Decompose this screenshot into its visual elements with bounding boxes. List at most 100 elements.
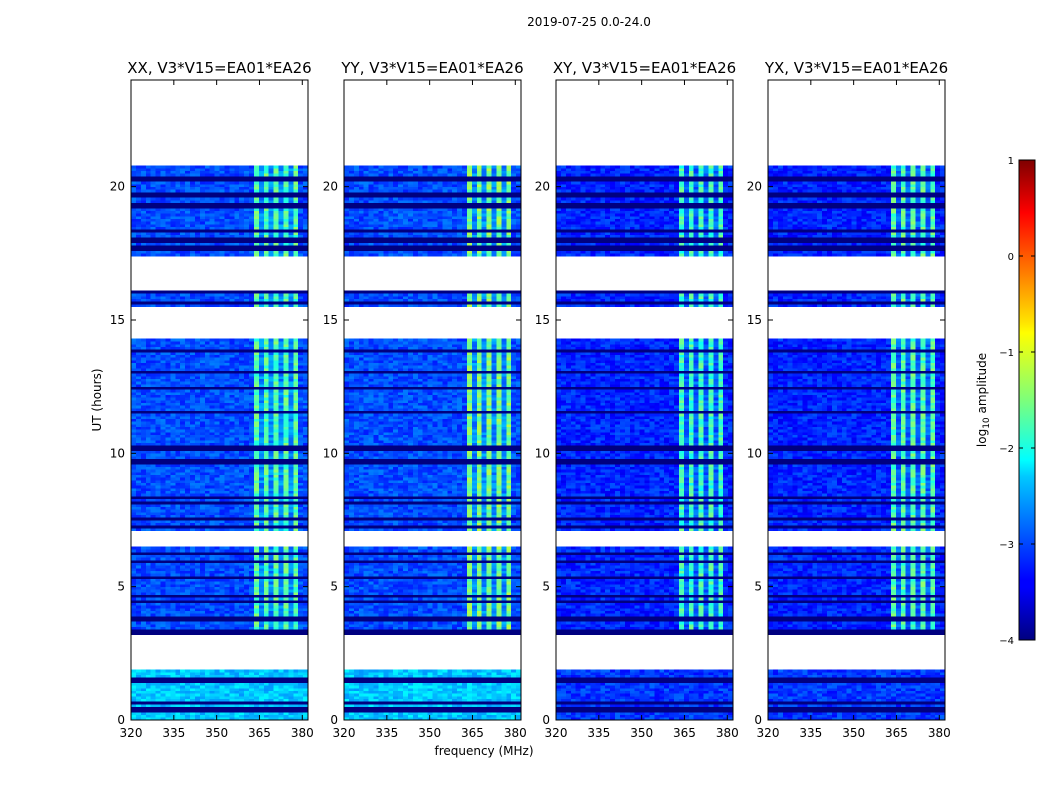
heatmap-cell [249, 408, 255, 411]
heatmap-cell [175, 586, 181, 590]
heatmap-cell [165, 693, 171, 697]
heatmap-cell [150, 301, 156, 305]
heatmap-cell [239, 589, 245, 593]
heatmap-cell [283, 416, 289, 419]
heatmap-cell [258, 693, 265, 697]
heatmap-cell [298, 594, 304, 598]
heatmap-cell [288, 597, 294, 601]
heatmap-cell [239, 682, 245, 686]
heatmap-cell [278, 584, 284, 587]
heatmap-cell [190, 405, 196, 409]
heatmap-cell [140, 421, 147, 425]
heatmap-cell [214, 616, 220, 619]
heatmap-cell [190, 400, 196, 403]
heatmap-cell [239, 445, 245, 449]
heatmap-cell [283, 493, 289, 497]
heatmap-cell [239, 480, 245, 483]
heatmap-cell [258, 389, 265, 393]
heatmap-cell [278, 589, 284, 593]
heatmap-cell [229, 352, 235, 355]
heatmap-cell [298, 688, 304, 691]
heatmap-cell [249, 621, 255, 625]
heatmap-cell [234, 426, 240, 430]
heatmap-cell [155, 690, 161, 694]
heatmap-cell [298, 514, 304, 518]
heatmap-cell [160, 466, 166, 470]
heatmap-cell [278, 704, 284, 707]
heatmap-cell [160, 496, 166, 499]
heatmap-cell [278, 474, 284, 478]
heatmap-cell [190, 682, 196, 686]
heatmap-cell [298, 301, 304, 305]
heatmap-cell [268, 629, 274, 633]
heatmap-cell [180, 469, 186, 473]
heatmap-cell [224, 437, 230, 441]
heatmap-cell [293, 629, 299, 633]
heatmap-cell [249, 373, 255, 377]
heatmap-cell [170, 429, 176, 433]
heatmap-cell [293, 549, 299, 553]
heatmap-cell [160, 546, 166, 550]
heatmap-cell [263, 549, 269, 553]
heatmap-cell [244, 472, 250, 475]
heatmap-cell [219, 597, 225, 601]
heatmap-cell [229, 365, 235, 369]
heatmap-cell [155, 469, 161, 473]
heatmap-cell [170, 386, 176, 390]
heatmap-cell [263, 690, 269, 694]
heatmap-cell [185, 458, 191, 462]
heatmap-cell [298, 349, 304, 353]
heatmap-cell [150, 464, 156, 467]
heatmap-cell [273, 354, 279, 358]
heatmap-cell [278, 448, 284, 451]
heatmap-cell [185, 496, 191, 499]
heatmap-cell [258, 362, 265, 366]
heatmap-cell [219, 488, 225, 491]
heatmap-cell [190, 565, 196, 569]
heatmap-cell [131, 504, 137, 507]
heatmap-cell [170, 488, 176, 491]
heatmap-cell [180, 296, 186, 299]
heatmap-cell [135, 304, 142, 307]
heatmap-cell [194, 301, 201, 305]
heatmap-cell [140, 501, 147, 505]
heatmap-cell [204, 360, 210, 363]
heatmap-cell [258, 242, 265, 246]
heatmap-cell [209, 584, 215, 587]
heatmap-cell [303, 354, 309, 358]
heatmap-cell [214, 304, 220, 307]
heatmap-cell [150, 373, 156, 377]
heatmap-cell [249, 688, 255, 691]
heatmap-cell [298, 597, 304, 601]
heatmap-cell [150, 477, 156, 481]
heatmap-cell [131, 600, 137, 603]
heatmap-cell [229, 392, 235, 395]
heatmap-cell [288, 426, 294, 430]
heatmap-cell [219, 690, 225, 694]
heatmap-cell [145, 466, 151, 470]
heatmap-cell [244, 464, 250, 467]
heatmap-cell [293, 520, 299, 523]
heatmap-cell [190, 509, 196, 513]
heatmap-cell [214, 397, 220, 401]
heatmap-cell [278, 565, 284, 569]
heatmap-cell [298, 469, 304, 473]
heatmap-cell [160, 453, 166, 457]
heatmap-cell [135, 237, 142, 241]
heatmap-cell [135, 618, 142, 622]
heatmap-cell [263, 384, 269, 387]
heatmap-cell [160, 432, 166, 435]
heatmap-cell [199, 448, 206, 451]
heatmap-cell [283, 712, 289, 715]
heatmap-cell [160, 488, 166, 491]
heatmap-cell [204, 698, 210, 702]
heatmap-cell [160, 698, 166, 702]
heatmap-cell [278, 373, 284, 377]
heatmap-cell [155, 434, 161, 438]
heatmap-cell [194, 552, 201, 555]
heatmap-cell [234, 493, 240, 497]
heatmap-cell [145, 517, 151, 521]
heatmap-cell [219, 693, 225, 697]
heatmap-cell [244, 549, 250, 553]
heatmap-cell [145, 632, 151, 635]
